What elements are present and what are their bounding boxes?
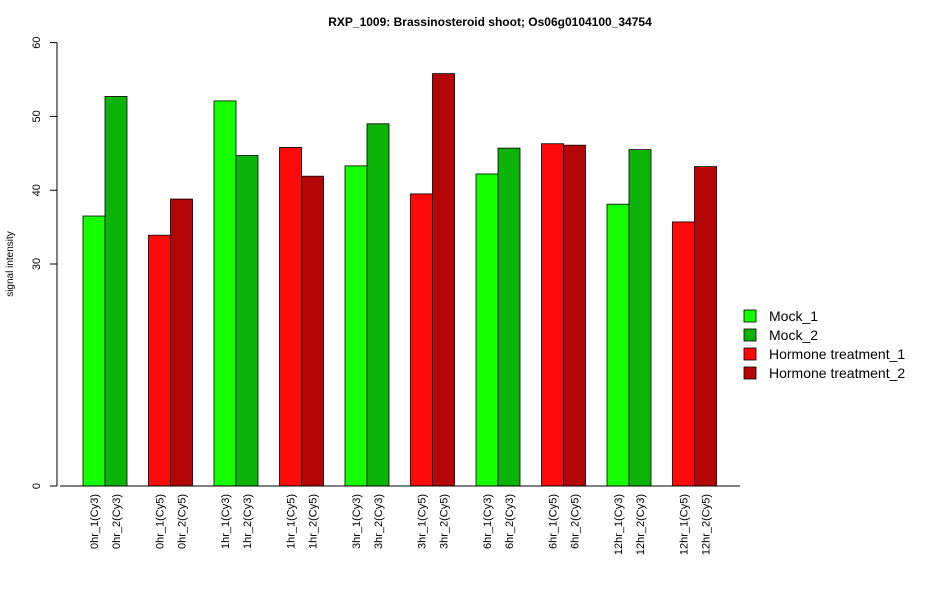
- y-tick-label: 0: [31, 483, 43, 489]
- bar: [672, 221, 695, 487]
- y-axis-label: signal intensity: [5, 231, 16, 297]
- bar: [475, 173, 499, 487]
- legend-swatch: [743, 366, 757, 380]
- y-tick-label: 60: [31, 36, 43, 48]
- x-tick-label: 12hr_2(Cy3): [635, 494, 647, 555]
- legend-label: Hormone treatment_2: [769, 365, 905, 381]
- bar: [148, 234, 171, 487]
- x-tick-label: 3hr_1(Cy3): [351, 494, 363, 549]
- x-tick-label: 12hr_1(Cy3): [613, 494, 625, 555]
- bar: [344, 165, 368, 487]
- bar: [563, 144, 586, 487]
- x-tick-label: 0hr_2(Cy3): [111, 494, 123, 549]
- x-tick-label: 1hr_2(Cy5): [308, 494, 320, 549]
- x-tick-label: 0hr_1(Cy5): [155, 494, 167, 549]
- x-tick-label: 0hr_2(Cy5): [177, 494, 189, 549]
- bar: [432, 73, 455, 487]
- legend-swatch: [743, 309, 757, 323]
- x-tick-label: 1hr_1(Cy5): [286, 494, 298, 549]
- legend-label: Mock_1: [769, 308, 818, 324]
- bar: [628, 149, 652, 487]
- x-tick-label: 6hr_1(Cy5): [548, 494, 560, 549]
- x-tick-label: 1hr_2(Cy3): [242, 494, 254, 549]
- bars-group: [82, 73, 717, 487]
- x-tick-label: 6hr_1(Cy3): [482, 494, 494, 549]
- y-tick-label: 40: [31, 184, 43, 196]
- x-tick-label: 6hr_2(Cy3): [504, 494, 516, 549]
- bar: [170, 198, 193, 487]
- bar: [541, 143, 564, 487]
- bar: [410, 193, 433, 487]
- x-tick-label: 3hr_1(Cy5): [417, 494, 429, 549]
- bar: [301, 175, 324, 487]
- x-tick-label: 6hr_2(Cy5): [570, 494, 582, 549]
- bar: [279, 146, 302, 487]
- x-axis: 0hr_1(Cy3) 0hr_2(Cy3) 0hr_1(Cy5) 0hr_2(Cy5)…: [60, 485, 740, 555]
- x-tick-label: 3hr_2(Cy5): [439, 494, 451, 549]
- x-tick-label: 1hr_1(Cy3): [220, 494, 232, 549]
- bar: [694, 166, 717, 487]
- x-tick-label: 12hr_1(Cy5): [679, 494, 691, 555]
- bar: [82, 215, 106, 487]
- bar: [497, 147, 521, 487]
- y-tick-label: 30: [31, 258, 43, 270]
- x-tick-label: 12hr_2(Cy5): [701, 494, 713, 555]
- legend: Mock_1 Mock_2 Hormone treatment_1 Hormone t…: [743, 308, 905, 381]
- legend-label: Hormone treatment_1: [769, 346, 905, 362]
- y-tick-label: 50: [31, 110, 43, 122]
- bar: [366, 123, 390, 487]
- y-axis: 0 30 40 50 60: [31, 36, 58, 489]
- bar: [213, 100, 237, 487]
- bar: [235, 155, 259, 487]
- x-tick-label: 3hr_2(Cy3): [373, 494, 385, 549]
- x-tick-label: 0hr_1(Cy3): [89, 494, 101, 549]
- chart-title: RXP_1009: Brassinosteroid shoot; Os06g01…: [328, 15, 652, 29]
- legend-label: Mock_2: [769, 327, 818, 343]
- legend-swatch: [743, 347, 757, 361]
- legend-swatch: [743, 328, 757, 342]
- bar: [606, 203, 630, 487]
- bar: [104, 96, 128, 487]
